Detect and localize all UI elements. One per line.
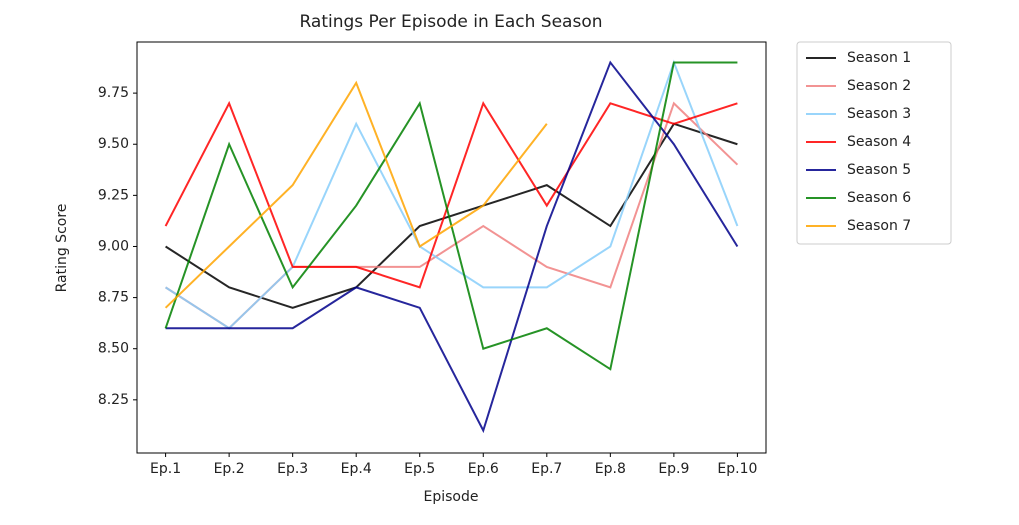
y-tick-label: 9.75 — [98, 85, 129, 101]
series-line — [165, 59, 739, 330]
y-tick-label: 8.50 — [98, 341, 129, 357]
x-tick-label: Ep.3 — [277, 461, 308, 477]
y-tick-label: 9.25 — [98, 187, 129, 203]
x-tick-label: Ep.9 — [658, 461, 689, 477]
chart-title: Ratings Per Episode in Each Season — [299, 12, 602, 32]
legend-label: Season 3 — [847, 106, 911, 122]
x-tick-label: Ep.6 — [468, 461, 499, 477]
x-tick-label: Ep.8 — [595, 461, 626, 477]
legend-label: Season 2 — [847, 78, 911, 94]
x-tick-label: Ep.4 — [341, 461, 372, 477]
y-axis-label: Rating Score — [54, 204, 70, 293]
y-tick-label: 8.75 — [98, 290, 129, 306]
x-tick-label: Ep.10 — [717, 461, 757, 477]
legend-label: Season 5 — [847, 162, 911, 178]
x-axis-label: Episode — [424, 489, 479, 505]
legend-label: Season 7 — [847, 218, 911, 234]
x-tick-label: Ep.7 — [531, 461, 562, 477]
x-tick-label: Ep.2 — [214, 461, 245, 477]
x-tick-label: Ep.5 — [404, 461, 435, 477]
legend-label: Season 6 — [847, 190, 911, 206]
legend-label: Season 1 — [847, 50, 911, 66]
y-tick-label: 8.25 — [98, 392, 129, 408]
plot-frame — [136, 41, 767, 454]
series-line — [165, 122, 738, 309]
series-line — [164, 100, 738, 289]
series-line — [164, 80, 548, 309]
series-line — [165, 60, 739, 434]
legend-label: Season 4 — [847, 134, 911, 150]
legend-box — [796, 41, 952, 245]
y-tick-label: 9.50 — [98, 136, 129, 152]
y-tick-label: 9.00 — [98, 238, 129, 254]
x-tick-label: Ep.1 — [150, 461, 181, 477]
